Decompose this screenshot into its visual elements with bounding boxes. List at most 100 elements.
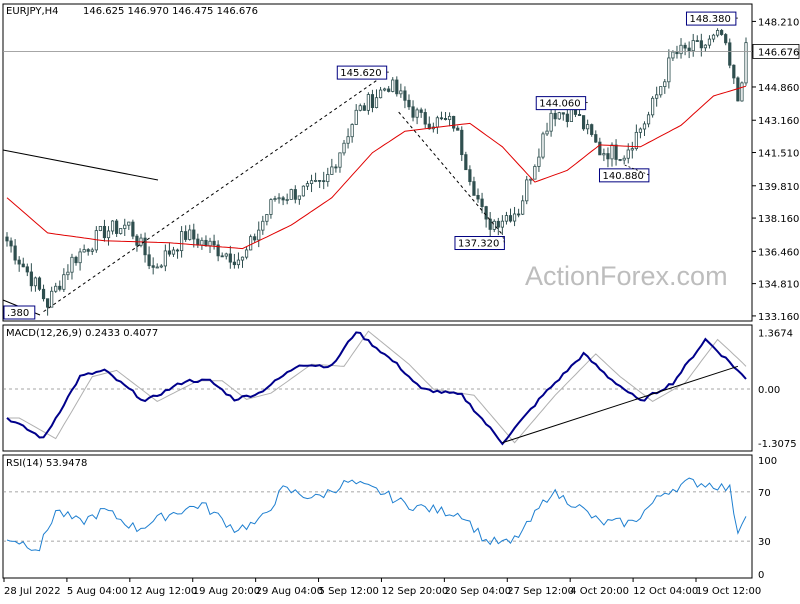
price-candle [659,86,663,98]
candle-body [123,224,127,229]
candle-body [110,220,115,232]
price-candle [305,180,310,190]
candle-body [131,221,135,237]
candle-body [151,265,155,268]
candle-body [724,34,728,44]
price-candle [435,115,440,134]
price-candle [618,159,622,162]
candle-body [175,249,180,252]
annotation-label: 148.380 [689,14,730,25]
price-candle [464,151,468,171]
candle-body [167,250,172,255]
candle-body [224,253,228,257]
candle-body [651,97,655,116]
macd-signal-line [7,330,747,444]
price-candle [460,126,464,162]
candle-body [334,166,338,169]
price-candle [342,139,346,156]
candle-body [500,220,504,228]
candle-body [277,197,281,200]
price-candle [711,33,716,43]
candle-body [200,239,204,246]
candle-body [74,256,78,264]
price-candle [159,264,163,269]
candle-body [309,180,314,184]
price-candle [715,28,720,38]
price-candle [236,252,241,269]
price-candle [175,248,180,259]
macd-trend-line [502,365,739,444]
candle-body [581,115,586,130]
candle-body [212,240,216,246]
candle-body [407,99,411,108]
price-candle [86,248,90,256]
watermark: ActionForex.com [525,261,728,291]
candle-body [610,144,614,160]
candle-body [683,44,687,49]
candle-body [192,229,196,240]
candle-body [545,130,549,135]
rsi-panel [3,477,752,552]
candle-body [553,112,557,120]
time-tick-label: 28 Jul 2022 [4,586,61,597]
price-tick-label: 146.676 [758,47,799,58]
price-panel: 145.620 137.320 144.060 140.880 148.380 .380 [2,11,752,320]
price-candle [374,89,379,109]
candle-body [305,183,310,187]
price-candle [602,148,606,162]
price-annotation: 145.620 [336,65,389,80]
price-candle [9,237,13,253]
candle-body [456,127,460,131]
candle-body [86,249,90,252]
price-candle [549,106,553,137]
time-tick-label: 20 Sep 04:00 [444,586,511,597]
annotation-box [685,11,737,26]
candle-body [464,154,468,171]
price-candle [586,119,590,135]
price-candle [598,137,602,156]
candle-body [715,30,720,36]
price-candle [208,237,212,253]
candle-body [642,123,647,130]
candle-body [297,195,301,200]
price-candle [155,263,159,269]
price-candle [496,217,500,236]
rsi-frame [2,454,753,579]
price-candle [521,195,525,216]
candle-body [395,79,399,95]
candle-body [188,229,192,240]
price-tick-label: 139.810 [758,182,799,193]
price-candle [330,158,334,175]
candle-body [82,249,86,253]
annotation-label: 137.320 [458,239,499,250]
price-candle [110,220,115,235]
price-candle [561,112,565,121]
candle-body [594,134,598,143]
candle-body [147,254,151,267]
price-candle [383,87,387,92]
price-candle [484,205,488,228]
candle-body [586,124,590,130]
candle-body [622,157,626,161]
candle-body [281,197,285,201]
price-tick-label: 133.160 [758,312,799,323]
candle-body [135,235,139,246]
price-candle [139,233,143,248]
price-candle [66,264,70,280]
price-candle [476,188,480,203]
price-candle [58,280,62,292]
price-candle [143,232,147,263]
time-tick-label: 19 Oct 12:00 [696,586,761,597]
candle-body [504,215,509,222]
candle-body [330,166,334,175]
price-candle [212,234,216,250]
price-candle [277,193,281,204]
candle-body [590,124,594,135]
price-candle [50,286,54,308]
ohlc-readout: 146.625 146.970 146.475 146.676 [83,6,258,17]
candle-body [720,30,724,35]
price-candle [581,115,586,131]
candle-body [50,290,54,308]
dashed-trend-line-down [398,111,503,235]
